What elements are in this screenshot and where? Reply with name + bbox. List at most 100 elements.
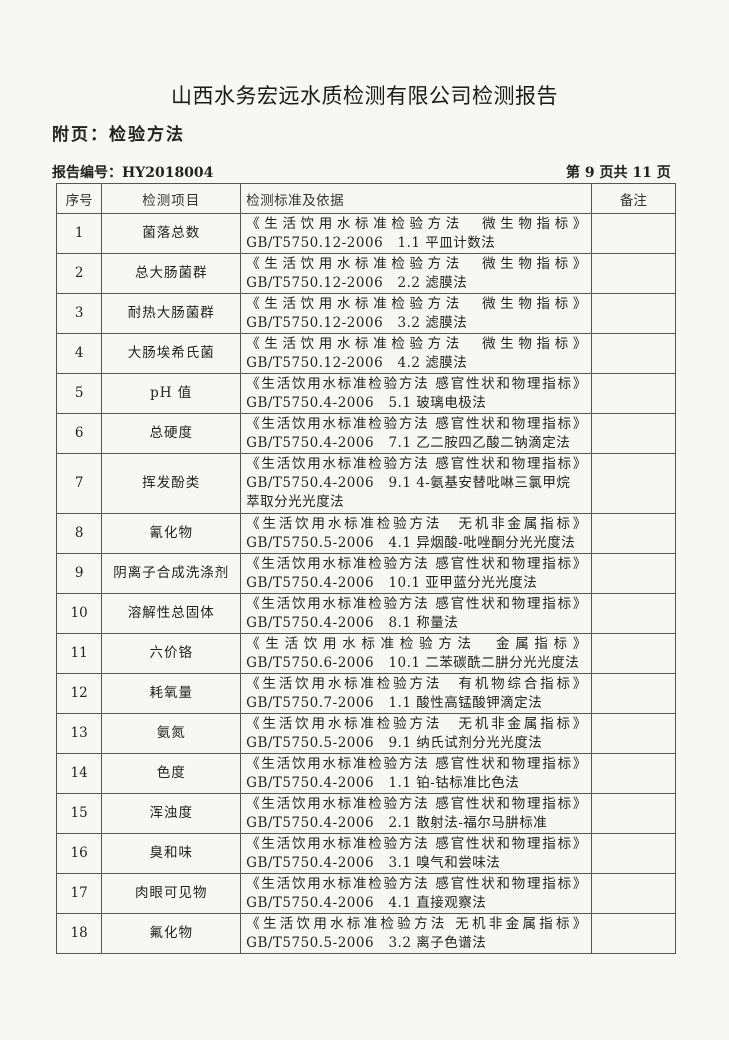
standard-name: 《生活饮用水标准检验方法 感官性状和物理指标》 <box>246 875 587 892</box>
method-code: GB/T5750.4-2006 3.1 嗅气和尝味法 <box>246 854 501 871</box>
method-code: GB/T5750.4-2006 8.1 称量法 <box>246 614 459 631</box>
table-row: 17 肉眼可见物 《生活饮用水标准检验方法 感官性状和物理指标》 GB/T5750.4… <box>55 873 677 914</box>
row-number: 11 <box>55 633 103 674</box>
test-item: pH 值 <box>101 373 242 414</box>
table-row: 7 挥发酚类 《生活饮用水标准检验方法 感官性状和物理指标》 GB/T5750.4-2… <box>55 453 677 514</box>
test-item: 耗氧量 <box>101 673 242 714</box>
table-row: 18 氟化物 《生活饮用水标准检验方法 无机非金属指标》 GB/T5750.5-200… <box>55 913 677 954</box>
row-number: 10 <box>55 593 103 634</box>
note <box>590 553 677 594</box>
test-item: 总大肠菌群 <box>101 253 242 294</box>
standard-name: 《生活饮用水标准检验方法 有机物综合指标》 <box>246 675 587 692</box>
row-number: 14 <box>55 753 103 794</box>
row-number: 12 <box>55 673 103 714</box>
row-number: 17 <box>55 873 103 914</box>
standard-name: 《生活饮用水标准检验方法 感官性状和物理指标》 <box>246 375 587 392</box>
note <box>590 293 677 334</box>
method-code: GB/T5750.4-2006 10.1 亚甲蓝分光光度法 <box>246 574 538 591</box>
column-header-item: 检测项目 <box>101 183 242 214</box>
report-title: 山西水务宏远水质检测有限公司检测报告 <box>171 84 558 108</box>
standard-name: 《生活饮用水标准检验方法 感官性状和物理指标》 <box>246 555 587 572</box>
method-code: GB/T5750.4-2006 2.1 散射法-福尔马肼标准 <box>246 814 548 831</box>
test-standard-cell: 《生活饮用水标准检验方法 感官性状和物理指标》 GB/T5750.4-2006 9… <box>240 453 592 514</box>
method-code: GB/T5750.5-2006 9.1 纳氏试剂分光光度法 <box>246 734 543 751</box>
note <box>590 513 677 554</box>
table-row: 15 浑浊度 《生活饮用水标准检验方法 感官性状和物理指标》 GB/T5750.4-2… <box>55 793 677 834</box>
test-item: 菌落总数 <box>101 213 242 254</box>
test-standard-cell: 《生活饮用水标准检验方法 无机非金属指标》 GB/T5750.5-2006 3.2… <box>240 913 592 954</box>
method-code: GB/T5750.5-2006 3.2 离子色谱法 <box>246 934 487 951</box>
table-row: 11 六价铬 《生活饮用水标准检验方法 金属指标》 GB/T5750.6-2006 1… <box>55 633 677 674</box>
method-code: GB/T5750.12-2006 2.2 滤膜法 <box>246 274 468 291</box>
standard-name: 《生活饮用水标准检验方法 感官性状和物理指标》 <box>246 595 587 612</box>
test-item: 耐热大肠菌群 <box>101 293 242 334</box>
row-number: 18 <box>55 913 103 954</box>
column-header-note: 备注 <box>590 183 677 214</box>
row-number: 1 <box>55 213 103 254</box>
standard-name: 《生活饮用水标准检验方法 感官性状和物理指标》 <box>246 835 587 852</box>
test-standard-cell: 《生活饮用水标准检验方法 感官性状和物理指标》 GB/T5750.4-2006 7… <box>240 413 592 454</box>
method-code: GB/T5750.4-2006 4.1 直接观察法 <box>246 894 487 911</box>
table-row: 1 菌落总数 《生活饮用水标准检验方法 微生物指标》 GB/T5750.12-2006… <box>55 213 677 254</box>
test-item: 阴离子合成洗涤剂 <box>101 553 242 594</box>
column-header-standard: 检测标准及依据 <box>240 183 592 214</box>
standard-name: 《生活饮用水标准检验方法 微生物指标》 <box>246 215 587 232</box>
table-header-row: 序号 检测项目 检测标准及依据 备注 <box>55 183 677 214</box>
method-code: GB/T5750.4-2006 7.1 乙二胺四乙酸二钠滴定法 <box>246 434 571 451</box>
test-standard-cell: 《生活饮用水标准检验方法 微生物指标》 GB/T5750.12-2006 1.1 … <box>240 213 592 254</box>
table-row: 16 臭和味 《生活饮用水标准检验方法 感官性状和物理指标》 GB/T5750.4-2… <box>55 833 677 874</box>
note <box>590 373 677 414</box>
report-number: 报告编号：HY2018004 <box>52 165 214 181</box>
test-item: 色度 <box>101 753 242 794</box>
table-row: 10 溶解性总固体 《生活饮用水标准检验方法 感官性状和物理指标》 GB/T5750.… <box>55 593 677 634</box>
standard-name: 《生活饮用水标准检验方法 感官性状和物理指标》 <box>246 795 587 812</box>
test-item: 大肠埃希氏菌 <box>101 333 242 374</box>
test-standard-cell: 《生活饮用水标准检验方法 感官性状和物理指标》 GB/T5750.4-2006 3… <box>240 833 592 874</box>
test-standard-cell: 《生活饮用水标准检验方法 感官性状和物理指标》 GB/T5750.4-2006 1… <box>240 753 592 794</box>
test-standard-cell: 《生活饮用水标准检验方法 感官性状和物理指标》 GB/T5750.4-2006 4… <box>240 873 592 914</box>
standard-name: 《生活饮用水标准检验方法 无机非金属指标》 <box>246 915 587 932</box>
note <box>590 873 677 914</box>
row-number: 9 <box>55 553 103 594</box>
note <box>590 633 677 674</box>
standard-name: 《生活饮用水标准检验方法 微生物指标》 <box>246 335 587 352</box>
note <box>590 453 677 514</box>
table-row: 4 大肠埃希氏菌 《生活饮用水标准检验方法 微生物指标》 GB/T5750.12-20… <box>55 333 677 374</box>
row-number: 3 <box>55 293 103 334</box>
note <box>590 713 677 754</box>
test-standard-cell: 《生活饮用水标准检验方法 感官性状和物理指标》 GB/T5750.4-2006 8… <box>240 593 592 634</box>
standard-name: 《生活饮用水标准检验方法 无机非金属指标》 <box>246 715 587 732</box>
method-code: GB/T5750.6-2006 10.1 二苯碳酰二肼分光光度法 <box>246 654 580 671</box>
note <box>590 833 677 874</box>
row-number: 2 <box>55 253 103 294</box>
test-item: 总硬度 <box>101 413 242 454</box>
test-item: 浑浊度 <box>101 793 242 834</box>
standard-name: 《生活饮用水标准检验方法 感官性状和物理指标》 <box>246 755 587 772</box>
row-number: 8 <box>55 513 103 554</box>
standard-name: 《生活饮用水标准检验方法 无机非金属指标》 <box>246 515 587 532</box>
test-standard-cell: 《生活饮用水标准检验方法 有机物综合指标》 GB/T5750.7-2006 1.1… <box>240 673 592 714</box>
method-code: GB/T5750.5-2006 4.1 异烟酸-吡唑酮分光光度法 <box>246 534 576 551</box>
test-standard-cell: 《生活饮用水标准检验方法 微生物指标》 GB/T5750.12-2006 3.2 … <box>240 293 592 334</box>
appendix-subtitle: 附页：检验方法 <box>52 125 185 145</box>
row-number: 15 <box>55 793 103 834</box>
standard-name: 《生活饮用水标准检验方法 微生物指标》 <box>246 255 587 272</box>
table-row: 13 氨氮 《生活饮用水标准检验方法 无机非金属指标》 GB/T5750.5-2006… <box>55 713 677 754</box>
test-item: 氨氮 <box>101 713 242 754</box>
note <box>590 673 677 714</box>
table-row: 8 氰化物 《生活饮用水标准检验方法 无机非金属指标》 GB/T5750.5-2006… <box>55 513 677 554</box>
table-row: 14 色度 《生活饮用水标准检验方法 感官性状和物理指标》 GB/T5750.4-20… <box>55 753 677 794</box>
test-standard-cell: 《生活饮用水标准检验方法 感官性状和物理指标》 GB/T5750.4-2006 2… <box>240 793 592 834</box>
test-item: 氰化物 <box>101 513 242 554</box>
note <box>590 753 677 794</box>
test-standard-cell: 《生活饮用水标准检验方法 金属指标》 GB/T5750.6-2006 10.1 二… <box>240 633 592 674</box>
row-number: 6 <box>55 413 103 454</box>
note <box>590 913 677 954</box>
method-code: GB/T5750.12-2006 4.2 滤膜法 <box>246 354 468 371</box>
note <box>590 333 677 374</box>
test-standard-cell: 《生活饮用水标准检验方法 无机非金属指标》 GB/T5750.5-2006 4.1… <box>240 513 592 554</box>
note <box>590 253 677 294</box>
note <box>590 793 677 834</box>
test-item: 臭和味 <box>101 833 242 874</box>
test-standard-cell: 《生活饮用水标准检验方法 微生物指标》 GB/T5750.12-2006 2.2 … <box>240 253 592 294</box>
